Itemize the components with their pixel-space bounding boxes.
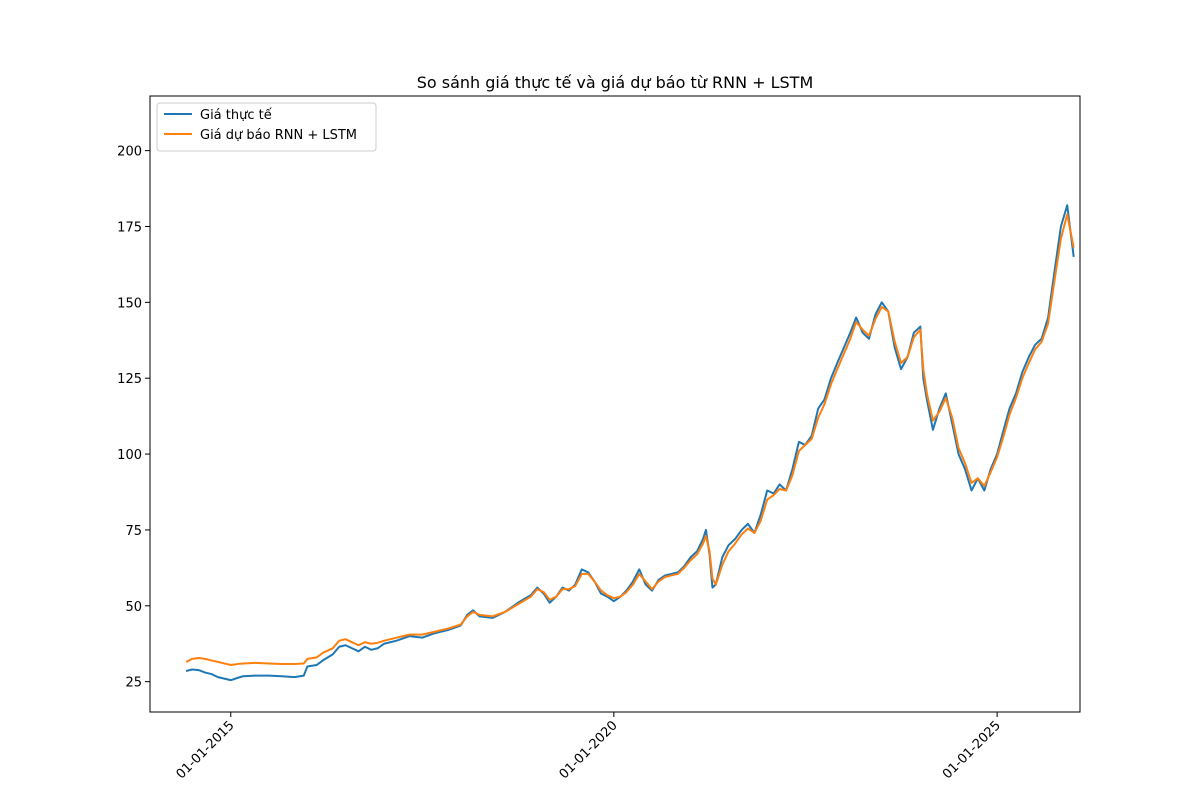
plot-frame [149, 95, 1081, 713]
legend-box [156, 102, 377, 152]
chart-title: So sánh giá thực tế và giá dự báo từ RNN… [417, 73, 814, 92]
y-tick-label: 125 [117, 372, 142, 387]
series-line-forecast [185, 213, 1075, 666]
y-tick-label: 175 [117, 220, 142, 235]
plot-area [150, 96, 1080, 712]
y-tick-label: 75 [125, 524, 142, 539]
y-tick-label: 200 [117, 145, 142, 160]
legend-label-actual: Giá thực tế [200, 108, 272, 123]
y-tick-label: 150 [117, 296, 142, 311]
y-tick-label: 100 [117, 448, 142, 463]
y-tick-label: 50 [125, 600, 142, 615]
series-layer [185, 204, 1075, 682]
legend: Giá thực tế Giá dự báo RNN + LSTM [156, 102, 377, 152]
y-tick-label: 25 [125, 676, 142, 691]
legend-label-forecast: Giá dự báo RNN + LSTM [200, 128, 357, 143]
y-axis: 25 50 75 100 125 150 175 200 [117, 145, 150, 691]
